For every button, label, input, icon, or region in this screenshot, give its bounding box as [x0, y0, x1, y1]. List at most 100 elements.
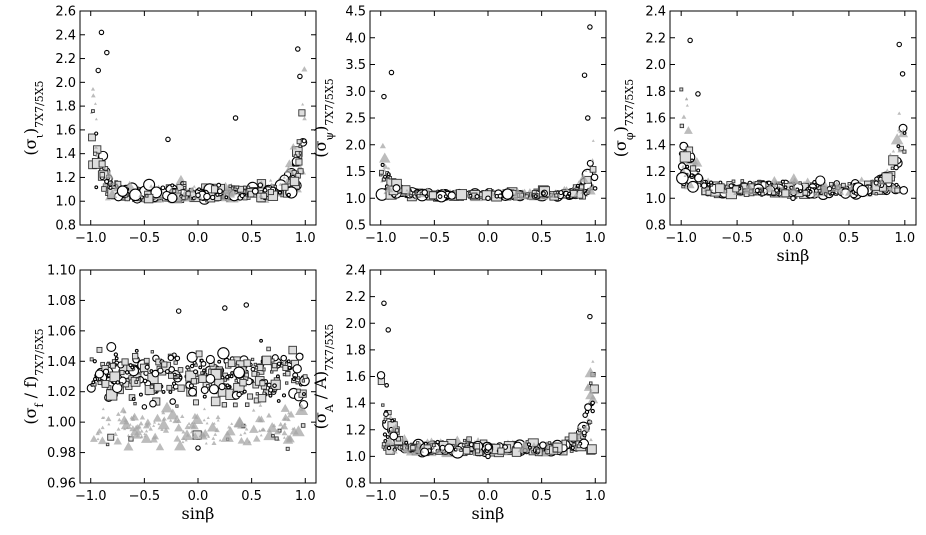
triangle-point — [237, 436, 246, 444]
triangle-point — [382, 163, 389, 169]
y-tick-label: 0.8 — [55, 219, 76, 234]
x-tick-label: 0.0 — [783, 231, 804, 246]
circle-point — [193, 369, 198, 375]
x-tick-label: −1.0 — [75, 489, 107, 504]
circle-point — [280, 354, 288, 362]
triangle-point — [812, 190, 821, 197]
circle-point — [694, 173, 704, 183]
square-point — [237, 185, 244, 193]
triangle-point — [207, 435, 211, 438]
triangle-point — [391, 448, 398, 454]
circle-point — [590, 173, 599, 182]
square-point — [824, 192, 828, 196]
triangle-point — [431, 450, 435, 454]
triangle-point — [188, 187, 195, 193]
square-point — [298, 151, 303, 155]
triangle-point — [193, 437, 197, 440]
square-point — [230, 186, 235, 190]
square-point — [298, 144, 302, 149]
triangle-point — [157, 418, 170, 430]
triangle-point — [152, 420, 157, 424]
triangle-point — [721, 189, 727, 194]
circle-point — [167, 192, 178, 204]
square-point — [298, 155, 303, 159]
triangle-point — [181, 429, 186, 434]
triangle-point — [512, 188, 524, 199]
circle-point — [218, 383, 226, 391]
square-point — [161, 361, 168, 368]
triangle-point — [467, 437, 471, 441]
triangle-point — [212, 422, 216, 425]
triangle-point — [101, 407, 105, 411]
circle-point — [575, 183, 580, 188]
circle-point — [113, 352, 119, 357]
circle-point — [161, 389, 166, 394]
outlier-point — [587, 313, 593, 320]
circle-point — [114, 356, 119, 361]
triangle-point — [90, 93, 96, 98]
circle-point — [815, 183, 820, 188]
triangle-point — [96, 437, 100, 441]
triangle-point — [123, 441, 134, 451]
square-point — [847, 182, 851, 186]
outlier-point — [243, 302, 250, 308]
triangle-point — [765, 183, 775, 193]
circle-point — [281, 393, 287, 398]
outlier-point — [232, 115, 239, 121]
square-point — [153, 383, 162, 392]
circle-point — [420, 447, 430, 457]
circle-point — [286, 192, 291, 198]
circle-point — [286, 359, 291, 364]
triangle-point — [802, 180, 806, 184]
triangle-point — [384, 436, 395, 445]
y-tick-label: 0.5 — [345, 219, 366, 234]
triangle-point — [185, 433, 190, 437]
square-point — [282, 365, 289, 371]
circle-point — [382, 432, 388, 437]
circle-point — [225, 383, 230, 388]
y-tick-label: 0.96 — [47, 477, 76, 492]
square-point — [874, 192, 878, 196]
triangle-point — [152, 413, 163, 422]
triangle-point — [788, 184, 800, 195]
circle-point — [527, 445, 532, 450]
x-tick-label: 1.0 — [894, 231, 915, 246]
circle-point — [893, 164, 899, 171]
outlier-point — [485, 195, 491, 202]
square-point — [781, 189, 790, 198]
y-tick-label: 3.5 — [345, 58, 366, 73]
triangle-point — [93, 145, 99, 149]
square-point — [497, 447, 505, 455]
circle-point — [130, 365, 135, 370]
square-point — [902, 149, 907, 154]
square-point — [198, 374, 207, 383]
y-tick-label: 1.2 — [645, 165, 666, 180]
square-point — [760, 191, 765, 196]
circle-point — [239, 193, 245, 199]
circle-point — [233, 366, 245, 379]
circle-point — [259, 338, 263, 343]
triangle-point — [120, 419, 132, 430]
outlier-point — [485, 453, 491, 460]
y-tick-label: 1.6 — [645, 112, 666, 127]
y-tick-label: 4.5 — [345, 5, 366, 20]
circle-point — [217, 347, 230, 360]
triangle-point — [154, 435, 158, 439]
outlier-point — [695, 91, 701, 97]
triangle-point — [90, 435, 98, 442]
y-tick-label: 2.0 — [55, 76, 76, 91]
circle-point — [754, 187, 760, 194]
x-tick-label: −0.5 — [129, 489, 161, 504]
square-point — [462, 438, 467, 443]
square-point — [428, 191, 437, 200]
triangle-point — [289, 143, 297, 150]
square-point — [88, 133, 96, 142]
y-tick-label: 2.4 — [645, 5, 666, 20]
square-point — [679, 123, 685, 129]
triangle-point — [683, 174, 687, 178]
square-point — [409, 193, 413, 198]
square-point — [412, 192, 416, 196]
circle-point — [94, 369, 105, 379]
triangle-point — [119, 406, 127, 413]
circle-point — [690, 158, 694, 163]
